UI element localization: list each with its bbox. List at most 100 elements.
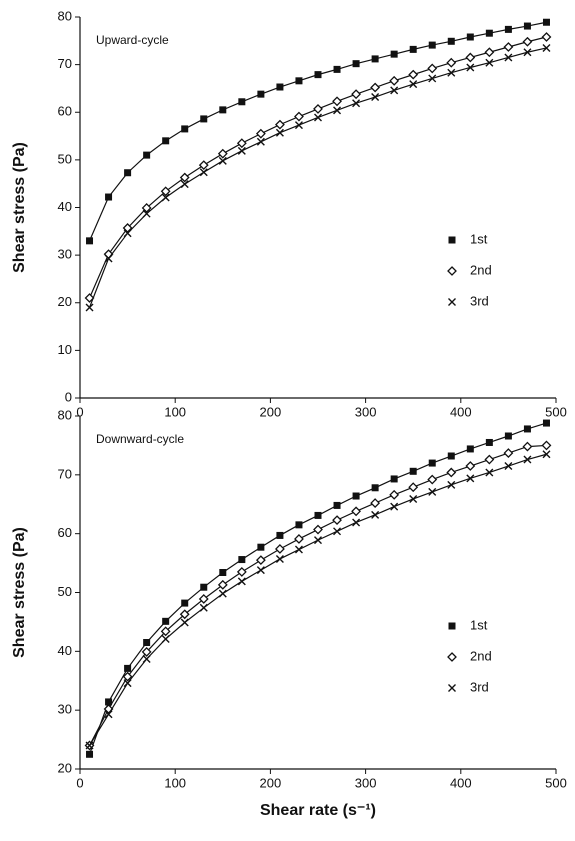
- legend-label: 2nd: [470, 648, 492, 663]
- marker: [466, 474, 475, 483]
- y-axis-title: Shear stress (Pa): [11, 142, 28, 273]
- marker: [162, 137, 170, 145]
- marker: [275, 554, 284, 563]
- marker: [84, 293, 95, 303]
- marker: [390, 502, 399, 511]
- marker: [333, 106, 342, 115]
- annotation: Upward-cycle: [96, 33, 169, 47]
- marker: [541, 440, 552, 451]
- legend-marker: [447, 266, 457, 276]
- marker: [352, 60, 360, 68]
- marker: [161, 634, 170, 643]
- y-tick-label: 40: [58, 643, 72, 658]
- marker: [257, 90, 265, 98]
- marker: [371, 93, 380, 102]
- marker: [219, 568, 227, 576]
- marker: [238, 556, 246, 564]
- marker: [447, 480, 456, 489]
- y-tick-label: 30: [58, 702, 72, 717]
- marker: [485, 438, 493, 446]
- marker: [199, 603, 208, 612]
- marker: [523, 455, 532, 464]
- marker: [428, 74, 437, 83]
- marker: [523, 425, 531, 433]
- marker: [85, 303, 94, 312]
- legend-marker: [448, 622, 456, 630]
- marker: [237, 577, 246, 586]
- marker: [542, 450, 551, 459]
- marker: [389, 489, 400, 500]
- marker: [333, 501, 341, 509]
- y-tick-label: 30: [58, 247, 72, 262]
- legend-marker: [448, 684, 456, 692]
- marker: [294, 545, 303, 554]
- marker: [141, 203, 152, 213]
- y-tick-label: 50: [58, 151, 72, 166]
- legend-marker: [447, 652, 457, 662]
- x-tick-label: 300: [355, 775, 377, 790]
- marker: [314, 511, 322, 519]
- marker: [295, 521, 303, 529]
- marker: [447, 452, 455, 460]
- x-tick-label: 300: [355, 404, 377, 419]
- x-tick-label: 400: [450, 404, 472, 419]
- marker: [142, 209, 151, 218]
- marker: [522, 441, 533, 452]
- marker: [237, 146, 246, 155]
- marker: [542, 18, 550, 26]
- marker: [427, 63, 438, 74]
- marker: [466, 33, 474, 41]
- x-tick-label: 100: [164, 404, 186, 419]
- marker: [523, 22, 531, 30]
- marker: [427, 474, 438, 485]
- marker: [180, 180, 189, 189]
- marker: [428, 459, 436, 467]
- marker: [255, 555, 266, 566]
- marker: [484, 454, 495, 465]
- marker: [122, 671, 133, 682]
- marker: [485, 468, 494, 477]
- marker: [332, 96, 342, 107]
- marker: [160, 626, 171, 637]
- y-axis-title: Shear stress (Pa): [11, 527, 28, 658]
- marker: [504, 462, 513, 471]
- fit-line: [89, 453, 547, 746]
- marker: [123, 229, 132, 238]
- marker: [104, 710, 113, 719]
- marker: [123, 679, 132, 688]
- marker: [465, 52, 476, 63]
- marker: [352, 492, 360, 500]
- x-tick-label: 0: [76, 775, 83, 790]
- marker: [236, 566, 247, 577]
- marker: [370, 82, 381, 93]
- marker: [198, 160, 209, 171]
- marker: [256, 566, 265, 575]
- x-tick-label: 400: [450, 775, 472, 790]
- x-tick-label: 200: [260, 404, 282, 419]
- marker: [238, 98, 246, 106]
- marker: [370, 498, 381, 508]
- marker: [217, 579, 228, 590]
- marker: [236, 138, 247, 149]
- marker: [332, 515, 342, 526]
- marker: [162, 617, 170, 625]
- marker: [314, 71, 322, 79]
- marker: [542, 419, 550, 427]
- marker: [105, 193, 113, 201]
- y-tick-label: 20: [58, 760, 72, 775]
- marker: [275, 119, 285, 130]
- marker: [294, 111, 304, 122]
- marker: [352, 99, 361, 108]
- marker: [333, 65, 341, 73]
- marker: [143, 151, 151, 159]
- legend-marker: [448, 236, 456, 244]
- y-tick-label: 10: [58, 342, 72, 357]
- marker: [390, 475, 398, 483]
- marker: [199, 168, 208, 177]
- marker: [122, 223, 133, 233]
- y-tick-label: 50: [58, 584, 72, 599]
- y-tick-label: 60: [58, 525, 72, 540]
- marker: [390, 86, 399, 95]
- legend-label: 3rd: [470, 293, 489, 308]
